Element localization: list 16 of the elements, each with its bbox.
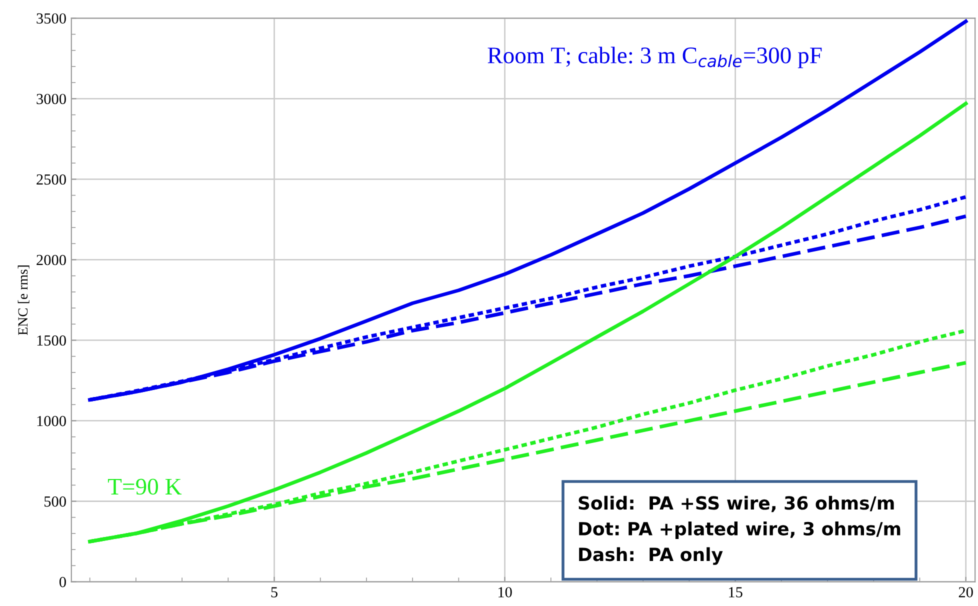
annotation: Solid: PA +SS wire, 36 ohms/m Dot: PA +plated wire, 3 ohms/m Dash: PA only bbox=[578, 496, 900, 565]
y-tick-label: 1000 bbox=[37, 416, 66, 426]
annotation: Room T; cable: 3 m C$_{cable}$=300 pF bbox=[488, 46, 822, 68]
y-tick-label: 0 bbox=[59, 576, 66, 588]
y-tick-label: 1500 bbox=[37, 335, 66, 346]
x-tick-label: 15 bbox=[729, 587, 742, 598]
x-tick-label: 5 bbox=[271, 587, 278, 598]
y-tick-label: 3500 bbox=[36, 13, 66, 24]
x-tick-label: 10 bbox=[498, 587, 512, 598]
x-tick-label: 20 bbox=[958, 587, 973, 598]
annotation: T=90 K bbox=[108, 478, 182, 495]
y-tick-label: 3000 bbox=[36, 94, 66, 104]
y-axis-title: ENC [e rms] bbox=[18, 266, 30, 336]
y-tick-label: 2500 bbox=[36, 174, 66, 185]
y-tick-label: 2000 bbox=[36, 254, 66, 266]
y-tick-label: 500 bbox=[44, 496, 66, 507]
